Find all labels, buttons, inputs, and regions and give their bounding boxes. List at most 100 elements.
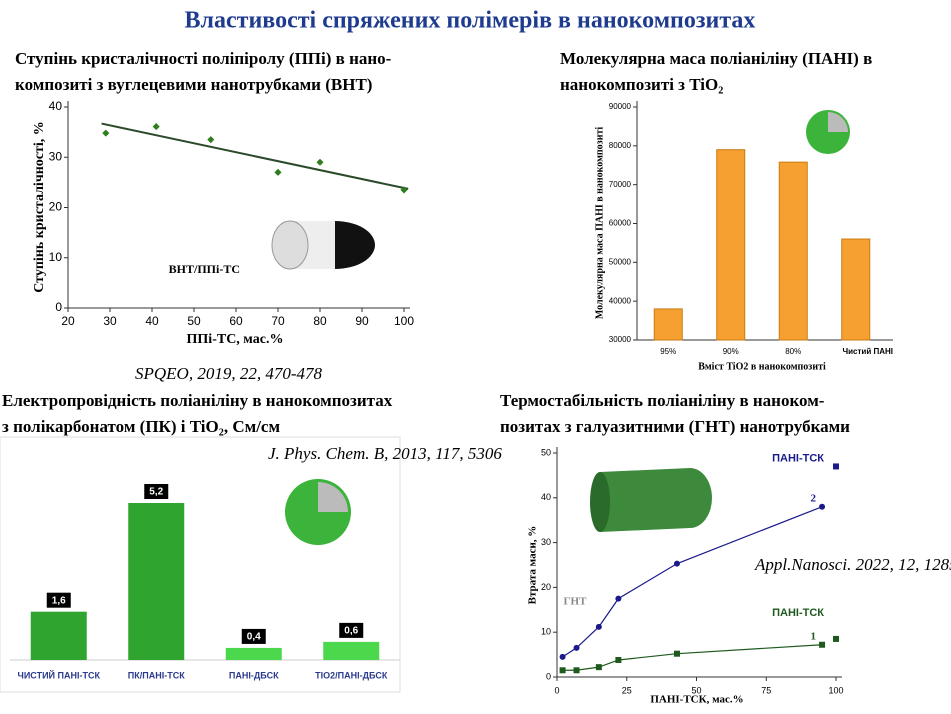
y-tick-label: 10 (49, 250, 63, 264)
citation: SPQEO, 2019, 22, 470-478 (135, 364, 322, 383)
chart-title: Електропровідність поліаніліну в наноком… (2, 391, 393, 410)
x-tick-label: 100 (394, 314, 414, 328)
value-label-box (241, 628, 266, 644)
x-tick-label: 100 (828, 685, 843, 695)
marker (559, 653, 566, 660)
y-tick-label: 50 (541, 447, 551, 457)
value-label-box (144, 484, 169, 499)
marker (819, 641, 826, 648)
bar (653, 308, 683, 341)
point (102, 129, 110, 137)
nanotube-image (271, 220, 375, 270)
x-axis-label: Вміст TiO2 в нанокомпозиті (698, 361, 826, 372)
annotation: ГНТ (564, 596, 588, 608)
bar (323, 641, 380, 660)
value-label: 0,4 (247, 632, 261, 643)
point-label: ПАНІ-ТСК (772, 452, 824, 464)
y-tick-label: 80000 (609, 141, 632, 150)
y-tick-label: 30 (49, 149, 63, 163)
y-tick-label: 40000 (609, 296, 632, 305)
x-tick-label: 75 (761, 685, 771, 695)
marker (615, 656, 622, 663)
series-label: 1 (811, 630, 817, 642)
y-tick-label: 0 (55, 300, 62, 314)
y-tick-label: 70000 (609, 180, 632, 189)
x-tick-label: ПК/ПАНІ-ТСК (128, 670, 185, 680)
x-tick-label: ТІО2/ПАНІ-ДБСК (315, 670, 388, 680)
marker (615, 595, 622, 602)
bar (841, 238, 871, 341)
value-label: 5,2 (149, 487, 163, 498)
marker (819, 503, 826, 510)
citation: J. Phys. Chem. B, 2013, 117, 5306 (268, 444, 502, 463)
value-label: 0,6 (344, 626, 358, 637)
trendline (101, 122, 409, 190)
x-tick-label: 80 (313, 314, 327, 328)
point (207, 136, 215, 144)
x-tick-label: 50 (187, 314, 201, 328)
y-tick-label: 50000 (609, 257, 632, 266)
marker (573, 667, 580, 674)
point (400, 186, 408, 194)
marker (595, 623, 602, 630)
y-tick-label: 40 (49, 99, 63, 113)
x-tick-label: 90% (723, 347, 739, 356)
citation: Appl.Nanosci. 2022, 12, 1285 (754, 555, 951, 574)
x-tick-label: 90 (355, 314, 369, 328)
x-tick-label: 0 (554, 685, 559, 695)
x-tick-label: 95% (660, 347, 676, 356)
chart-title: нанокомпозиті з TiO₂ (560, 75, 723, 94)
x-axis-label: ПАНІ-ТСК, мас.% (650, 694, 743, 706)
y-tick-label: 0 (546, 671, 551, 681)
x-tick-label: 70 (271, 314, 285, 328)
annotation: ВНТ/ППі-ТС (169, 262, 240, 276)
y-tick-label: 20 (541, 582, 551, 592)
point (316, 158, 324, 166)
sphere-image (285, 479, 351, 545)
bar (716, 149, 746, 341)
marker (573, 644, 580, 651)
bar (778, 161, 808, 341)
y-tick-label: 30 (541, 537, 551, 547)
tube-image (590, 468, 712, 532)
value-label: 1,6 (52, 595, 66, 606)
x-tick-label: 25 (622, 685, 632, 695)
chart-title: з полікарбонатом (ПК) і TiO₂, См/см (2, 417, 280, 436)
point-label: ПАНІ-ТСК (772, 607, 824, 619)
x-axis-label: ППі-ТС, мас.% (187, 332, 284, 347)
point (274, 168, 282, 176)
x-tick-label: 40 (145, 314, 159, 328)
x-tick-label: 50 (691, 685, 701, 695)
series-label: 2 (811, 492, 817, 504)
bar (30, 611, 87, 660)
point (833, 635, 839, 642)
marker (673, 650, 680, 657)
x-tick-label: Чистий ПАНІ (843, 347, 894, 356)
y-tick-label: 20 (49, 200, 63, 214)
x-tick-label: 80% (785, 347, 801, 356)
chart-title: Молекулярна маса поліаніліну (ПАНІ) в (560, 49, 872, 68)
y-tick-label: 90000 (609, 102, 632, 111)
bar (128, 503, 185, 660)
slide-title: Властивості спряжених полімерів в наноко… (185, 8, 756, 34)
y-axis-label: Втрата маси, % (527, 526, 539, 605)
marker (673, 560, 680, 567)
x-tick-label: ЧИСТИЙ ПАНІ-ТСК (18, 669, 101, 680)
chart-title: Ступінь кристалічності поліпіролу (ППі) … (15, 49, 392, 68)
bar (225, 647, 282, 660)
point (833, 463, 839, 470)
x-tick-label: 30 (103, 314, 117, 328)
y-tick-label: 10 (541, 627, 551, 637)
y-tick-label: 60000 (609, 219, 632, 228)
marker (595, 664, 602, 671)
value-label-box (339, 622, 364, 638)
y-tick-label: 40 (541, 492, 551, 502)
chart-title: позитах з галуазитними (ГНТ) нанотрубкам… (500, 417, 850, 436)
chart-title: Термостабільність поліаніліну в наноком- (500, 391, 825, 410)
value-label-box (46, 592, 71, 608)
point (152, 123, 160, 131)
x-tick-label: 20 (61, 314, 75, 328)
y-axis-label: Ступінь кристалічності, % (32, 121, 47, 293)
